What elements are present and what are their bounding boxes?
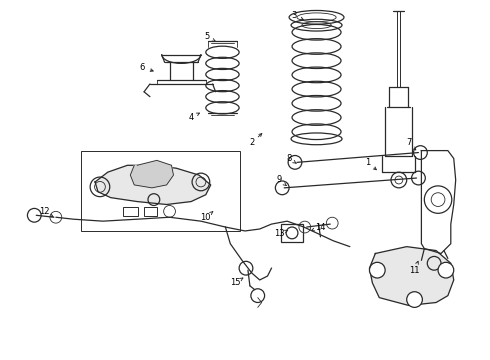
Bar: [281, 224, 303, 242]
Text: 6: 6: [140, 63, 145, 72]
Polygon shape: [369, 247, 454, 305]
Polygon shape: [130, 161, 173, 188]
Text: 1: 1: [365, 158, 370, 167]
Text: 12: 12: [39, 207, 49, 216]
Text: 4: 4: [189, 113, 194, 122]
Circle shape: [407, 292, 422, 307]
Text: 3: 3: [292, 11, 296, 20]
Bar: [122, 207, 138, 216]
Circle shape: [438, 262, 454, 278]
Polygon shape: [95, 165, 211, 204]
Bar: [144, 207, 157, 216]
Text: 8: 8: [287, 154, 292, 163]
Text: 11: 11: [409, 266, 420, 275]
Text: 5: 5: [204, 32, 209, 41]
Text: 9: 9: [277, 175, 282, 184]
Text: 10: 10: [200, 213, 211, 222]
Circle shape: [369, 262, 385, 278]
Text: 15: 15: [230, 278, 241, 287]
Text: 13: 13: [274, 229, 285, 238]
Text: 2: 2: [249, 138, 254, 147]
Bar: [81, 150, 240, 231]
Text: 14: 14: [315, 222, 326, 231]
Text: 7: 7: [406, 138, 411, 147]
